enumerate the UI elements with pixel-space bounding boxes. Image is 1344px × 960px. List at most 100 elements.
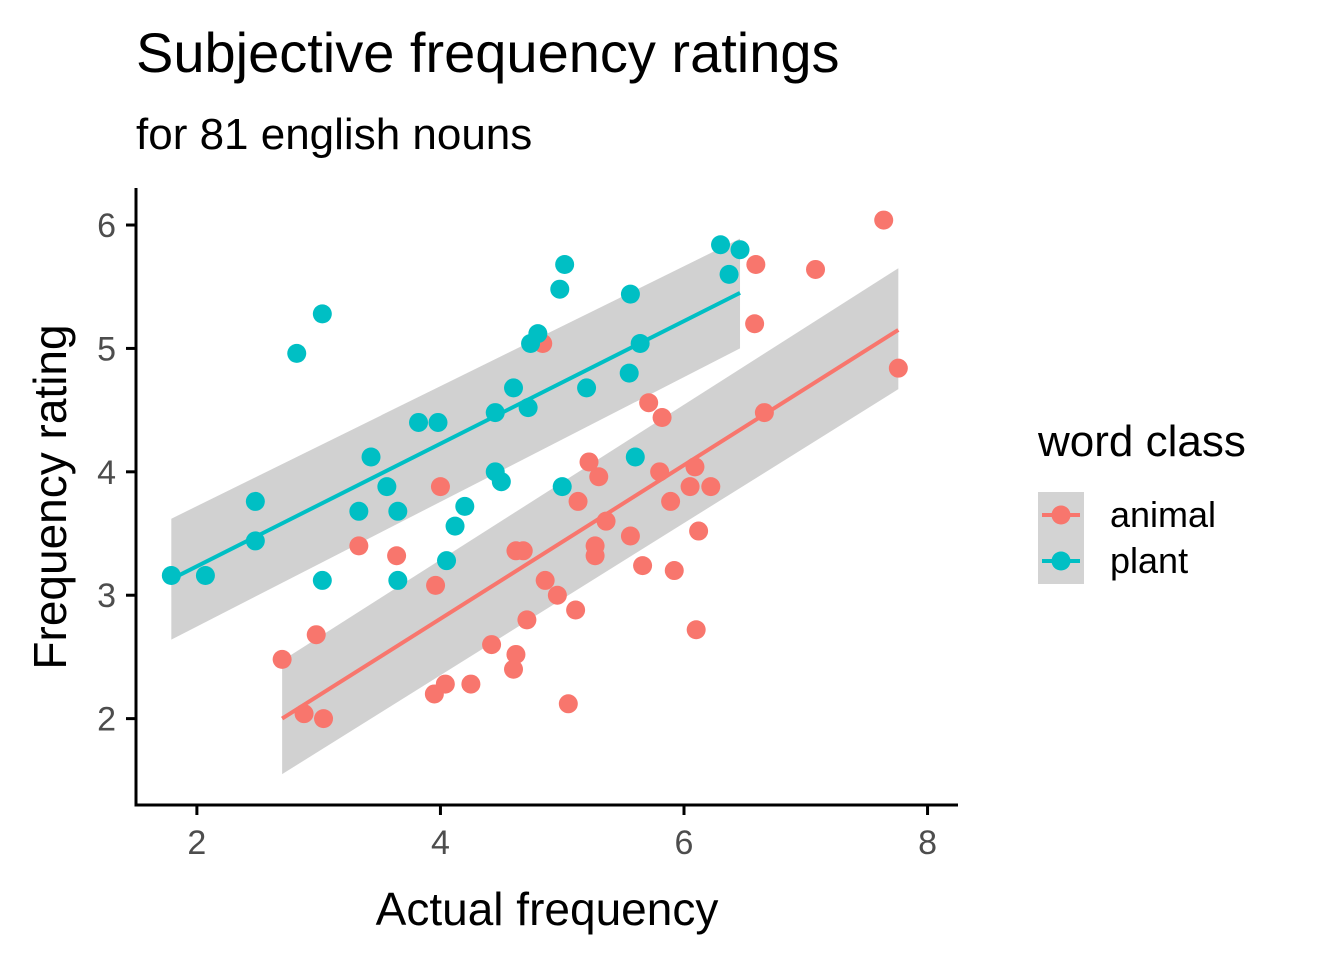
data-point-plant-34 [730, 240, 750, 260]
data-point-animal-39 [701, 477, 721, 497]
x-axis-title: Actual frequency [376, 883, 719, 935]
data-point-animal-3 [306, 625, 326, 645]
legend: word class animal plant [1037, 417, 1246, 584]
data-point-animal-38 [689, 521, 709, 541]
data-point-plant-18 [485, 403, 505, 423]
data-point-plant-12 [409, 412, 429, 432]
legend-key-point-animal [1051, 505, 1071, 525]
y-axis-title: Frequency rating [24, 324, 76, 669]
data-point-animal-19 [547, 585, 567, 605]
data-point-animal-43 [806, 259, 826, 279]
data-point-animal-37 [686, 620, 706, 640]
data-point-animal-45 [888, 358, 908, 378]
data-point-plant-28 [619, 363, 639, 383]
data-point-plant-8 [361, 447, 381, 467]
data-point-animal-13 [506, 644, 526, 664]
data-point-plant-30 [625, 447, 645, 467]
data-point-animal-18 [535, 570, 555, 590]
chart-subtitle: for 81 english nouns [136, 110, 532, 159]
y-tick-label-5: 5 [97, 330, 116, 368]
data-point-plant-13 [428, 412, 448, 432]
data-point-animal-20 [558, 694, 578, 714]
data-point-plant-10 [388, 501, 408, 521]
data-point-animal-42 [754, 403, 774, 423]
data-point-animal-34 [664, 561, 684, 581]
data-point-plant-26 [555, 255, 575, 275]
data-point-plant-16 [455, 496, 475, 516]
y-axis-ticks: 2 3 4 5 6 [97, 207, 136, 739]
data-point-plant-19 [491, 472, 511, 492]
y-tick-label-2: 2 [97, 701, 116, 739]
data-point-animal-32 [652, 408, 672, 428]
x-axis-ticks: 2 4 6 8 [187, 805, 937, 862]
data-point-plant-2 [245, 531, 265, 551]
legend-label-animal: animal [1110, 494, 1216, 535]
data-point-plant-6 [312, 570, 332, 590]
data-point-plant-33 [719, 264, 739, 284]
data-point-animal-23 [579, 452, 599, 472]
data-point-animal-40 [745, 314, 765, 334]
data-point-plant-29 [620, 284, 640, 304]
data-point-animal-33 [661, 491, 681, 511]
x-tick-label-2: 2 [187, 824, 206, 862]
data-point-animal-8 [426, 575, 446, 595]
data-point-animal-25 [585, 536, 605, 556]
data-point-animal-44 [874, 210, 894, 230]
confidence-ribbon-animal [282, 268, 899, 775]
data-point-plant-32 [711, 235, 731, 255]
data-point-animal-11 [482, 635, 502, 655]
data-point-animal-16 [517, 610, 537, 630]
data-point-animal-27 [596, 511, 616, 531]
data-point-animal-5 [387, 546, 407, 566]
data-point-plant-7 [349, 501, 369, 521]
data-point-animal-35 [680, 477, 700, 497]
data-point-plant-15 [445, 516, 465, 536]
data-point-animal-10 [461, 674, 481, 694]
data-point-animal-26 [589, 467, 609, 487]
data-point-animal-22 [568, 491, 588, 511]
data-point-animal-30 [639, 393, 659, 413]
confidence-ribbons [171, 238, 899, 775]
data-point-plant-20 [504, 378, 524, 398]
axes [134, 188, 958, 807]
y-tick-label-6: 6 [97, 207, 116, 245]
data-point-plant-25 [552, 477, 572, 497]
data-point-animal-28 [620, 526, 640, 546]
data-point-plant-23 [528, 324, 548, 344]
chart-title: Subjective frequency ratings [136, 21, 840, 84]
data-point-animal-31 [650, 462, 670, 482]
data-point-animal-12 [504, 659, 524, 679]
data-point-animal-9 [430, 477, 450, 497]
data-point-animal-4 [349, 536, 369, 556]
data-point-animal-21 [566, 600, 586, 620]
data-point-animal-0 [272, 649, 292, 669]
data-point-plant-31 [630, 333, 650, 353]
legend-items: animal plant [1038, 492, 1216, 584]
legend-title: word class [1037, 417, 1246, 466]
y-tick-label-3: 3 [97, 577, 116, 615]
legend-key-point-plant [1051, 551, 1071, 571]
data-point-animal-29 [633, 556, 653, 576]
data-point-plant-3 [245, 491, 265, 511]
x-tick-label-6: 6 [675, 824, 694, 862]
regression-line-animal [281, 328, 900, 721]
data-point-plant-24 [550, 279, 570, 299]
data-point-plant-21 [518, 398, 538, 418]
data-point-plant-1 [195, 565, 215, 585]
legend-label-plant: plant [1110, 540, 1188, 581]
data-point-plant-5 [312, 304, 332, 324]
data-point-animal-1 [294, 704, 314, 724]
data-point-animal-15 [513, 541, 533, 561]
data-point-plant-0 [161, 565, 181, 585]
data-point-plant-9 [377, 477, 397, 497]
data-point-animal-7 [435, 674, 455, 694]
data-point-plant-4 [287, 343, 307, 363]
x-tick-label-4: 4 [431, 824, 450, 862]
data-point-plant-11 [388, 570, 408, 590]
data-point-animal-41 [746, 255, 766, 275]
data-point-animal-36 [685, 457, 705, 477]
confidence-ribbon-plant [171, 238, 741, 640]
x-tick-label-8: 8 [918, 824, 937, 862]
y-tick-label-4: 4 [97, 454, 116, 492]
